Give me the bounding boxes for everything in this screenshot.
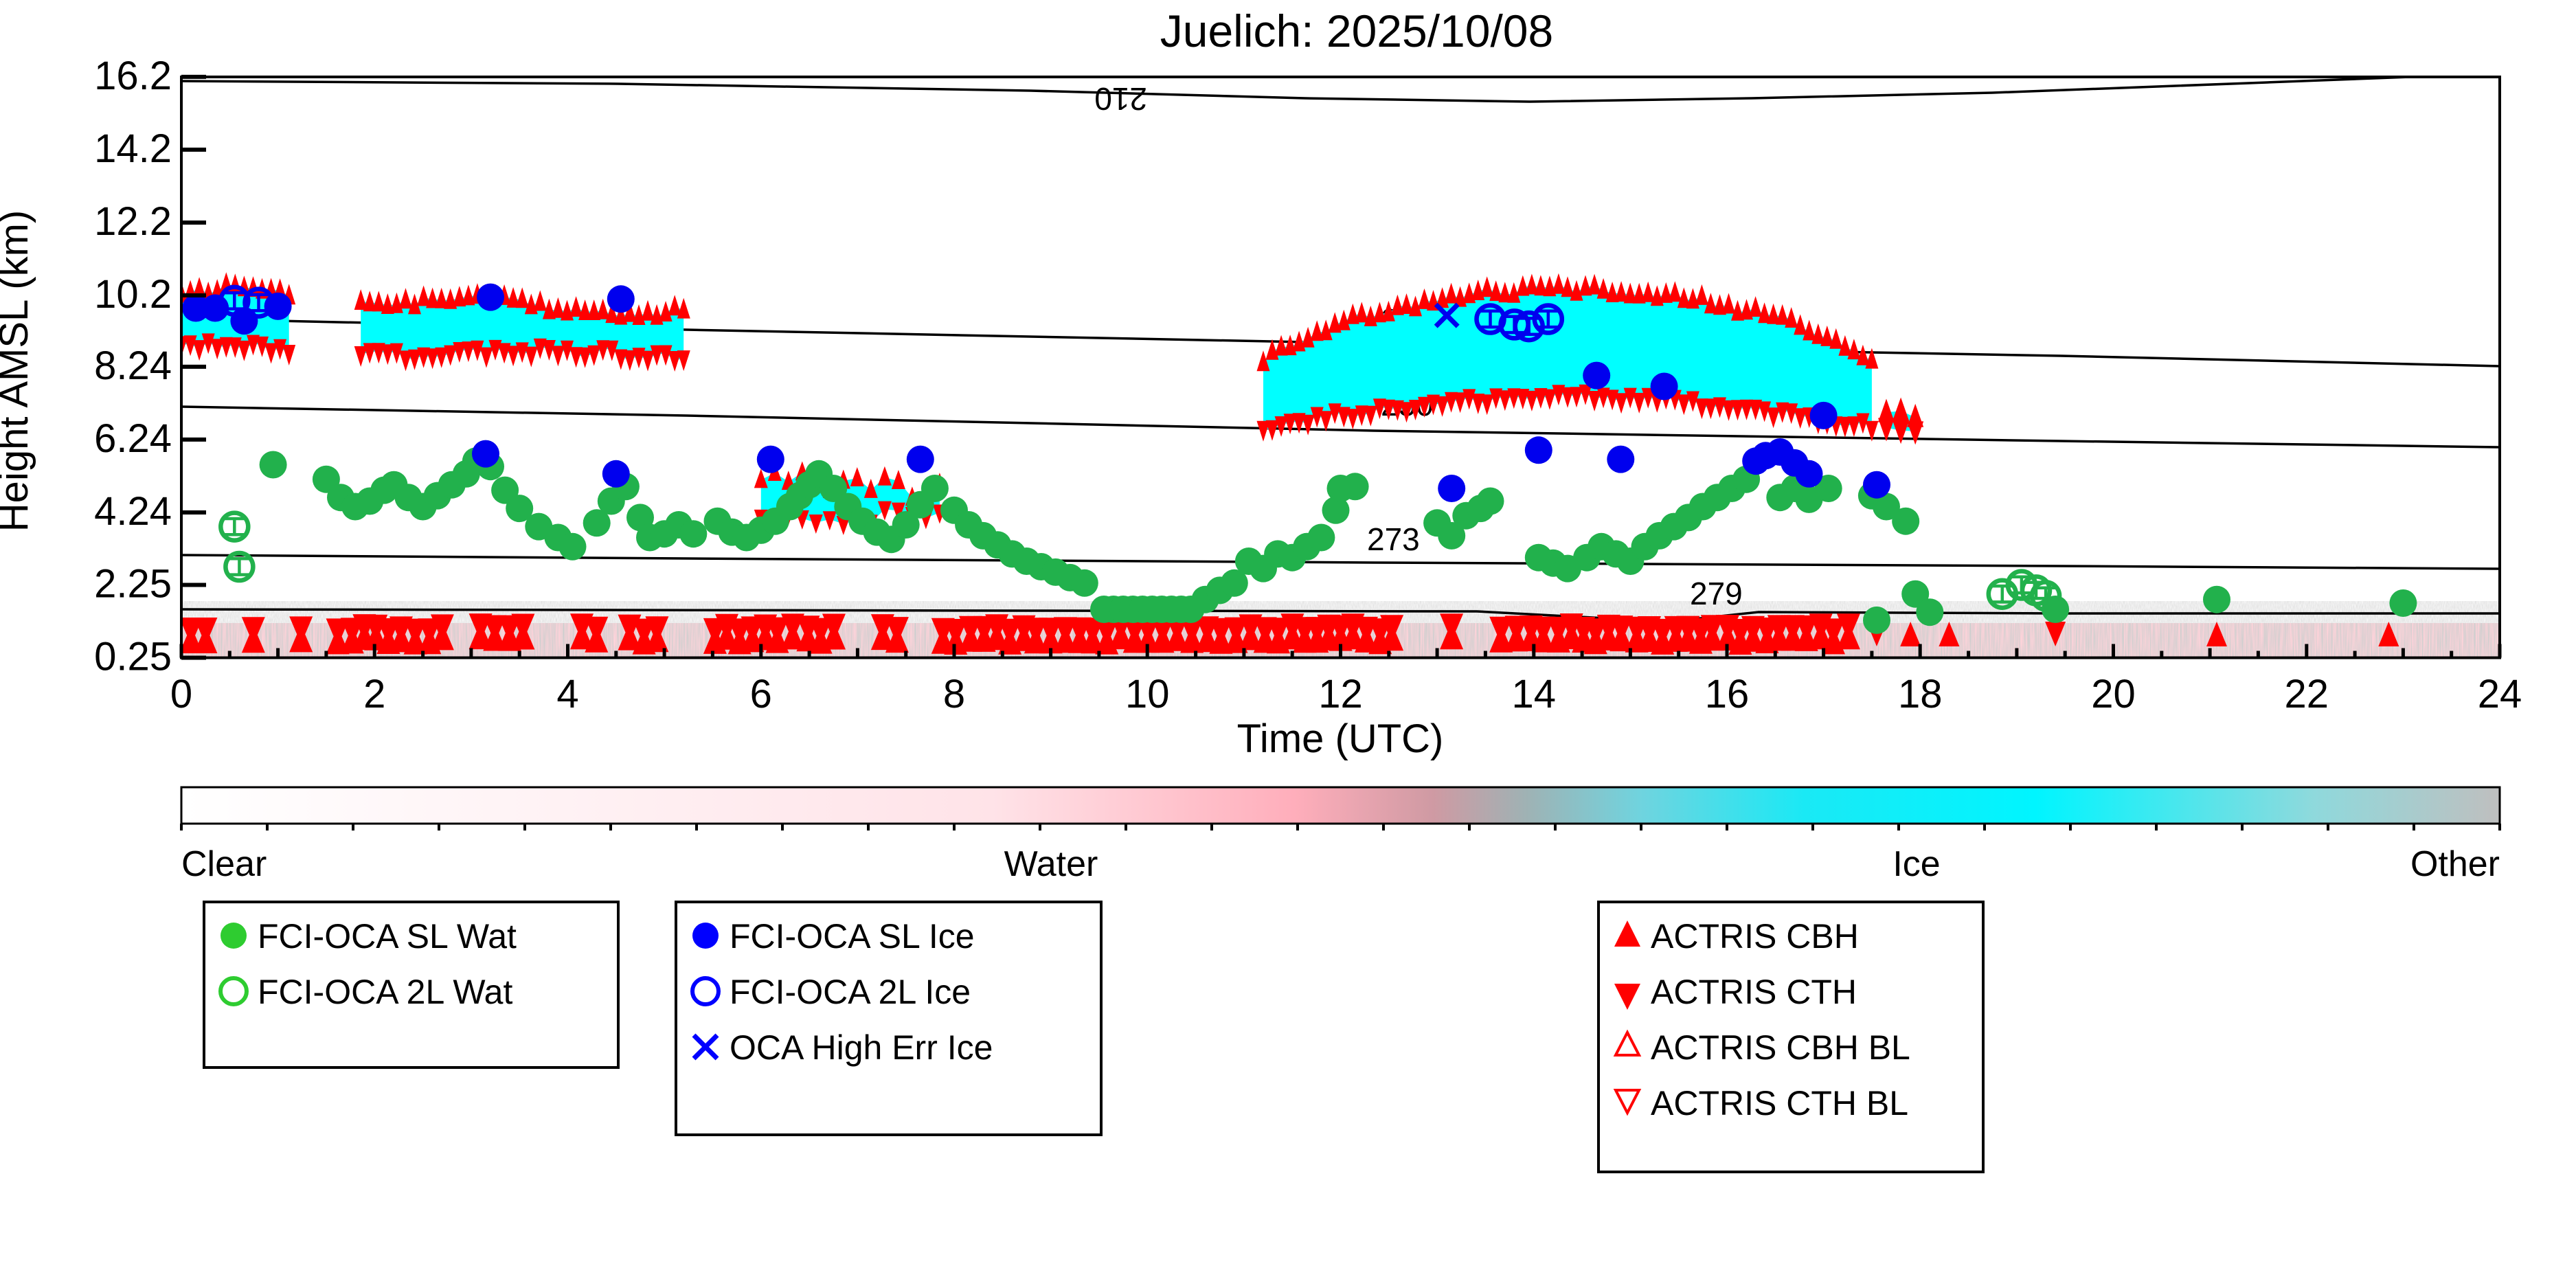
svg-text:2.25: 2.25 — [94, 562, 172, 607]
svg-text:24: 24 — [2478, 672, 2522, 716]
svg-text:18: 18 — [1898, 672, 1943, 716]
svg-text:OCA High Err Ice: OCA High Err Ice — [730, 1028, 993, 1067]
svg-text:Time (UTC): Time (UTC) — [1237, 716, 1444, 761]
svg-text:FCI-OCA SL Ice: FCI-OCA SL Ice — [730, 917, 975, 956]
svg-text:2: 2 — [363, 672, 385, 716]
svg-text:6: 6 — [750, 672, 772, 716]
svg-text:ACTRIS CTH BL: ACTRIS CTH BL — [1651, 1084, 1908, 1122]
svg-text:4.24: 4.24 — [94, 489, 172, 534]
svg-text:ACTRIS CBH BL: ACTRIS CBH BL — [1651, 1028, 1910, 1067]
svg-text:ACTRIS CBH: ACTRIS CBH — [1651, 917, 1859, 956]
svg-text:12.2: 12.2 — [94, 199, 172, 244]
svg-text:12: 12 — [1318, 672, 1363, 716]
svg-text:Juelich: 2025/10/08: Juelich: 2025/10/08 — [1160, 5, 1553, 56]
svg-text:FCI-OCA 2L Ice: FCI-OCA 2L Ice — [730, 973, 971, 1011]
svg-text:8.24: 8.24 — [94, 343, 172, 388]
svg-text:273: 273 — [1367, 521, 1420, 557]
svg-text:22: 22 — [2285, 672, 2329, 716]
svg-text:16: 16 — [1705, 672, 1750, 716]
svg-text:8: 8 — [943, 672, 965, 716]
svg-text:279: 279 — [1690, 576, 1743, 611]
svg-text:Height AMSL (km): Height AMSL (km) — [0, 210, 36, 532]
svg-text:6.24: 6.24 — [94, 416, 172, 461]
svg-text:10.2: 10.2 — [94, 272, 172, 317]
svg-text:0.25: 0.25 — [94, 635, 172, 679]
svg-text:210: 210 — [1094, 81, 1147, 117]
svg-text:0: 0 — [170, 672, 192, 716]
svg-text:FCI-OCA 2L Wat: FCI-OCA 2L Wat — [258, 973, 512, 1011]
svg-text:FCI-OCA SL Wat: FCI-OCA SL Wat — [258, 917, 517, 956]
svg-text:10: 10 — [1125, 672, 1170, 716]
svg-text:20: 20 — [2091, 672, 2136, 716]
svg-text:4: 4 — [556, 672, 578, 716]
svg-text:14.2: 14.2 — [94, 126, 172, 171]
svg-text:Ice: Ice — [1893, 844, 1940, 884]
svg-text:16.2: 16.2 — [94, 54, 172, 98]
svg-text:Water: Water — [1004, 844, 1098, 884]
svg-text:14: 14 — [1512, 672, 1557, 716]
svg-text:Clear: Clear — [181, 844, 267, 884]
svg-text:ACTRIS CTH: ACTRIS CTH — [1651, 973, 1857, 1011]
svg-text:Other: Other — [2410, 844, 2500, 884]
